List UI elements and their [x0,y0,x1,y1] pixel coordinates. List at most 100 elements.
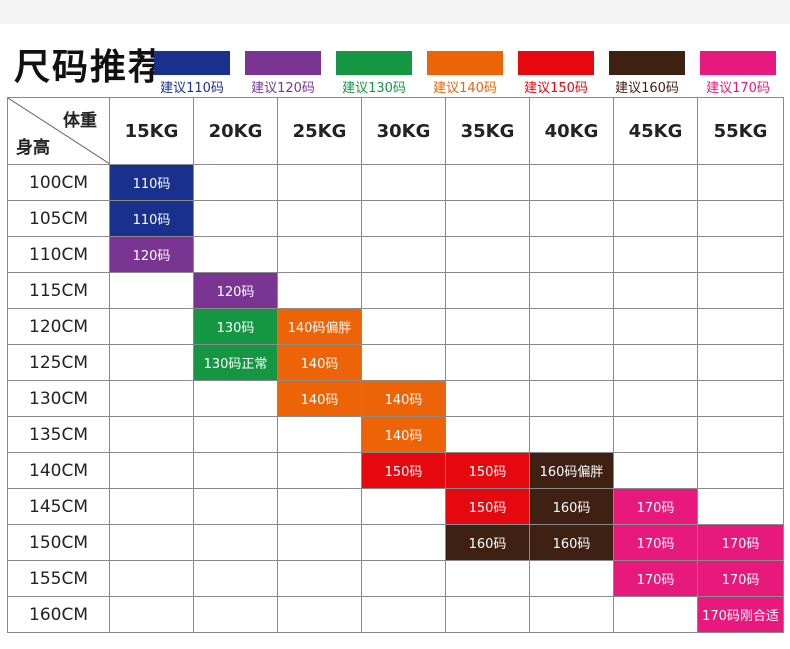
size-cell: 170码刚合适 [697,596,784,633]
empty-cell [697,164,784,201]
empty-cell [277,416,362,453]
legend-item: 建议170码 [700,51,776,96]
empty-cell [277,272,362,309]
height-cell: 150CM [7,524,110,561]
legend-label: 建议140码 [433,81,497,96]
empty-cell [613,596,698,633]
empty-cell [613,236,698,273]
empty-cell [277,524,362,561]
empty-cell [529,416,614,453]
legend-label: 建议110码 [160,81,224,96]
empty-cell [109,416,194,453]
empty-cell [613,164,698,201]
empty-cell [193,236,278,273]
empty-cell [445,236,530,273]
table-row: 120CM 130码 140码偏胖 [7,308,784,345]
size-cell: 160码 [445,524,530,561]
empty-cell [697,200,784,237]
height-cell: 125CM [7,344,110,381]
empty-cell [697,272,784,309]
legend-swatch [700,51,776,75]
legend-swatch [336,51,412,75]
size-cell: 140码 [361,416,446,453]
empty-cell [361,344,446,381]
empty-cell [529,200,614,237]
legend-swatch [245,51,321,75]
empty-cell [109,488,194,525]
size-cell: 130码正常 [193,344,278,381]
height-cell: 140CM [7,452,110,489]
table-row: 105CM 110码 [7,200,784,237]
empty-cell [697,452,784,489]
empty-cell [445,416,530,453]
size-cell: 170码 [613,488,698,525]
table-row: 155CM 170码 170码 [7,560,784,597]
empty-cell [697,236,784,273]
weight-header: 35KG [445,97,530,165]
size-chart-table: 体重 身高 15KG 20KG 25KG 30KG 35KG 40KG 45KG 55KG 100C… [7,97,784,633]
empty-cell [361,164,446,201]
height-cell: 135CM [7,416,110,453]
legend-label: 建议150码 [524,81,588,96]
table-row: 100CM 110码 [7,164,784,201]
size-cell: 160码 [529,524,614,561]
empty-cell [613,272,698,309]
size-cell: 110码 [109,200,194,237]
weight-header: 20KG [193,97,278,165]
empty-cell [445,308,530,345]
empty-cell [361,596,446,633]
size-cell: 170码 [697,560,784,597]
legend-item: 建议140码 [427,51,503,96]
empty-cell [697,344,784,381]
corner-header: 体重 身高 [7,97,110,165]
legend-swatch [609,51,685,75]
height-cell: 160CM [7,596,110,633]
empty-cell [697,308,784,345]
legend-label: 建议130码 [342,81,406,96]
size-cell: 140码偏胖 [277,308,362,345]
height-cell: 115CM [7,272,110,309]
height-cell: 155CM [7,560,110,597]
empty-cell [529,308,614,345]
height-cell: 110CM [7,236,110,273]
empty-cell [613,380,698,417]
size-cell: 130码 [193,308,278,345]
empty-cell [109,452,194,489]
empty-cell [445,596,530,633]
empty-cell [193,380,278,417]
empty-cell [361,524,446,561]
legend-swatch [427,51,503,75]
empty-cell [277,164,362,201]
weight-header: 40KG [529,97,614,165]
empty-cell [193,488,278,525]
size-cell: 160码 [529,488,614,525]
height-axis-label: 身高 [16,138,50,158]
table-row: 150CM 160码 160码 170码 170码 [7,524,784,561]
page-title: 尺码推荐 [14,47,167,88]
weight-header: 55KG [697,97,784,165]
empty-cell [109,308,194,345]
weight-header: 15KG [109,97,194,165]
empty-cell [193,596,278,633]
legend-item: 建议120码 [245,51,321,96]
legend-item: 建议150码 [518,51,594,96]
height-cell: 120CM [7,308,110,345]
empty-cell [613,308,698,345]
height-cell: 130CM [7,380,110,417]
diagonal-divider [8,98,109,164]
size-cell: 170码 [613,560,698,597]
empty-cell [361,488,446,525]
empty-cell [697,416,784,453]
weight-header: 25KG [277,97,362,165]
weight-header: 30KG [361,97,446,165]
empty-cell [529,560,614,597]
height-cell: 105CM [7,200,110,237]
empty-cell [529,236,614,273]
size-cell: 150码 [445,488,530,525]
empty-cell [361,272,446,309]
empty-cell [361,308,446,345]
size-cell: 140码 [361,380,446,417]
empty-cell [361,200,446,237]
empty-cell [277,452,362,489]
weight-axis-label: 体重 [63,111,97,131]
